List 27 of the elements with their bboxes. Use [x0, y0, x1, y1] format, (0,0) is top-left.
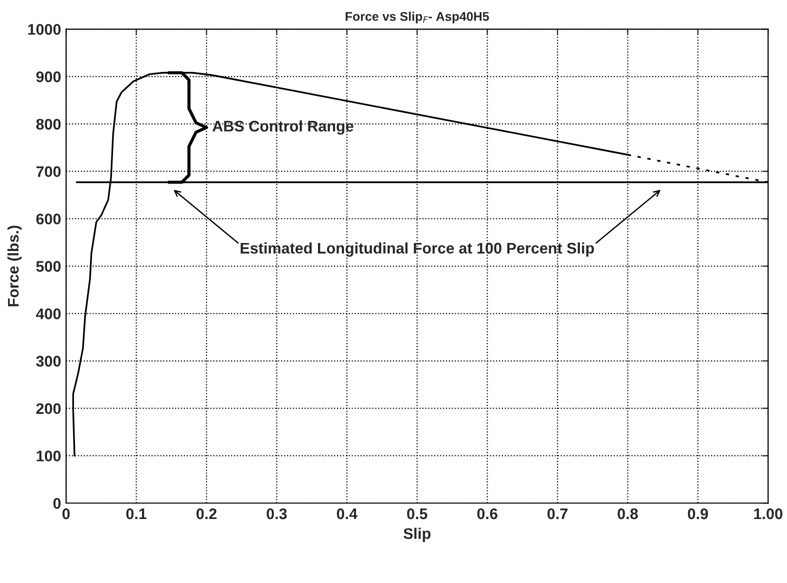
x-tick-label: 0.1: [126, 508, 147, 520]
y-tick-label: 0: [53, 498, 61, 509]
x-tick-label: 0.7: [547, 508, 568, 520]
y-axis-title: Force (lbs.): [7, 226, 22, 306]
y-tick-label: 400: [36, 308, 61, 320]
x-tick-label: 0.4: [336, 508, 358, 520]
y-tick-label: 300: [36, 356, 61, 367]
y-tick-label: 700: [36, 166, 61, 178]
x-tick-label: 0.6: [477, 508, 498, 520]
x-tick-label: 0.9: [688, 508, 708, 520]
annotation: Estimated Longitudinal Force at 100 Percent Slip: [240, 242, 594, 257]
y-tick-label: 900: [36, 71, 61, 82]
y-tick-label: 500: [36, 261, 61, 272]
y-tick-label: 200: [36, 403, 61, 414]
x-axis-title: Slip: [404, 528, 430, 542]
x-tick-label: 0.5: [407, 508, 428, 520]
x-tick-label: 0.8: [618, 508, 638, 520]
x-tick-label: 0: [62, 508, 70, 520]
y-tick-label: 100: [36, 450, 61, 462]
y-tick-label: 1000: [28, 24, 61, 35]
annotation: ABS Control Range: [212, 120, 354, 135]
x-tick-label: 1.00: [754, 508, 782, 520]
x-tick-label: 0.2: [196, 508, 217, 520]
chart-title: Force vs Slip$_{F}$- Asp40H5: [346, 12, 489, 24]
y-tick-label: 800: [36, 118, 61, 130]
x-tick-label: 0.3: [266, 508, 287, 520]
y-tick-label: 600: [36, 214, 61, 224]
